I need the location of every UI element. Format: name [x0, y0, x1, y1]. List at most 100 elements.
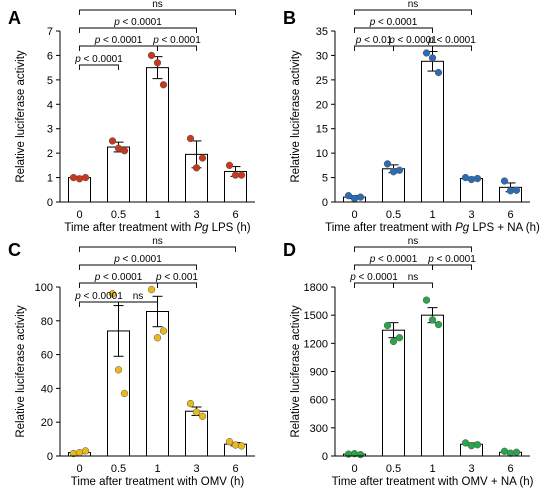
data-point-1-2 [120, 147, 129, 155]
y-axis-label: Relative luciferase activity [290, 50, 302, 183]
data-point-0-0 [344, 191, 353, 200]
y-tick-label: 35 [316, 26, 328, 38]
significance-label: p < 0.0001 [94, 35, 143, 46]
y-tick-label: 6 [47, 50, 53, 62]
x-tick-label: 0.5 [386, 209, 401, 221]
significance-bracket-0 [79, 9, 236, 15]
x-tick-label: 1 [429, 209, 435, 221]
data-point-3-0 [186, 399, 195, 408]
data-point-2-0 [147, 51, 156, 60]
x-tick-label: 1 [154, 463, 160, 475]
y-tick-label: 15 [316, 124, 328, 136]
x-tick-label: 0 [76, 463, 82, 475]
y-tick-label: 100 [35, 282, 53, 294]
bar-a-1 [107, 146, 130, 203]
x-tick-label: 3 [468, 209, 474, 221]
significance-label: ns [408, 0, 419, 10]
significance-label: p < 0.0001 [349, 272, 398, 283]
panel-label: C [8, 240, 21, 260]
panel-label: A [8, 8, 21, 28]
significance-bracket-0 [354, 9, 472, 15]
significance-bracket-3 [157, 45, 197, 51]
y-tick-label: 1200 [304, 338, 328, 350]
y-tick-label: 20 [316, 99, 328, 111]
y-tick-label: 3 [47, 124, 53, 136]
data-point-2-1 [428, 54, 437, 62]
y-axis-label: Relative luciferase activity [290, 305, 302, 438]
data-point-4-2 [237, 171, 246, 179]
data-point-4-0 [225, 161, 234, 170]
significance-label: p < 0.0001 [427, 35, 476, 46]
x-axis-label: Time after treatment with Pg LPS + NA (h… [325, 222, 540, 234]
y-tick-label: 5 [47, 75, 53, 87]
significance-label: ns [408, 236, 419, 247]
data-point-3-1 [467, 175, 476, 184]
x-tick-label: 1 [429, 463, 435, 475]
x-tick-label: 3 [193, 209, 199, 221]
significance-bracket-1 [354, 264, 433, 270]
significance-bracket-2 [432, 264, 472, 270]
y-tick-label: 7 [47, 26, 53, 38]
significance-label: p < 0.0001 [369, 17, 418, 28]
significance-bracket-1 [79, 264, 197, 270]
data-point-4-0 [500, 447, 509, 455]
data-point-3-1 [192, 408, 201, 416]
significance-bracket-2 [79, 282, 158, 288]
y-tick-label: 1500 [304, 310, 328, 322]
significance-label: p < 0.01 [355, 35, 393, 46]
significance-label: ns [408, 272, 419, 283]
significance-label: ns [133, 291, 144, 302]
data-point-1-1 [114, 366, 123, 374]
significance-label: p < 0.0001 [74, 54, 123, 65]
data-point-4-2 [512, 186, 521, 194]
data-point-2-0 [422, 49, 431, 57]
y-tick-label: 40 [41, 383, 53, 395]
data-point-2-2 [434, 68, 443, 77]
y-tick-label: 2 [47, 148, 53, 160]
data-point-0-0 [344, 450, 353, 458]
x-tick-label: 6 [232, 209, 238, 221]
y-tick-label: 1800 [304, 282, 328, 294]
data-point-3-0 [461, 439, 470, 447]
y-tick-label: 600 [310, 395, 328, 407]
y-tick-label: 30 [316, 50, 328, 62]
bar-d-1 [382, 329, 405, 457]
significance-label: p < 0.001 [155, 272, 198, 283]
data-point-0-1 [75, 448, 84, 457]
data-point-4-1 [231, 441, 240, 449]
significance-label: p < 0.0001 [74, 291, 123, 302]
x-axis-label: Time after treatment with OMV + NA (h) [332, 476, 534, 488]
significance-label: p < 0.0001 [369, 254, 418, 265]
x-tick-label: 6 [507, 463, 513, 475]
data-point-0-2 [356, 193, 365, 201]
y-tick-label: 900 [310, 367, 328, 379]
significance-label: ns [152, 236, 163, 247]
data-point-2-2 [159, 327, 168, 335]
data-point-1-0 [383, 321, 392, 330]
x-tick-label: 3 [193, 463, 199, 475]
y-tick-label: 0 [47, 451, 53, 463]
y-axis-label: Relative luciferase activity [15, 305, 27, 438]
significance-bracket-1 [79, 27, 197, 33]
significance-bracket-0 [79, 246, 236, 252]
x-tick-label: 6 [232, 463, 238, 475]
y-tick-label: 4 [47, 99, 53, 111]
data-point-1-1 [389, 337, 398, 346]
significance-bracket-4 [393, 282, 433, 288]
data-point-0-2 [81, 447, 90, 455]
y-tick-label: 0 [322, 451, 328, 463]
data-point-2-0 [422, 296, 431, 304]
data-point-0-1 [350, 194, 359, 203]
y-axis-label: Relative luciferase activity [15, 50, 27, 183]
bar-b-2 [421, 60, 444, 203]
y-tick-label: 1 [47, 173, 53, 185]
data-point-4-0 [500, 177, 509, 185]
data-point-4-0 [225, 437, 234, 446]
y-tick-label: 60 [41, 350, 53, 362]
y-tick-label: 20 [41, 417, 53, 429]
significance-bracket-1 [354, 27, 433, 33]
y-tick-label: 300 [310, 423, 328, 435]
